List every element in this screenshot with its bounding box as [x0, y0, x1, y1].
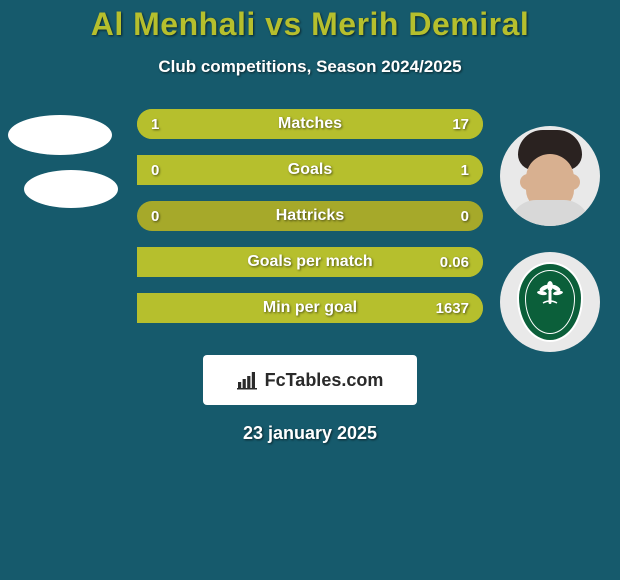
page-title: Al Menhali vs Merih Demiral: [0, 0, 620, 43]
stat-row: 0 Goals 1: [137, 155, 483, 185]
stat-label: Hattricks: [276, 207, 344, 225]
stat-value-right: 1: [461, 162, 469, 179]
stat-label: Matches: [278, 115, 342, 133]
stat-value-right: 0: [461, 208, 469, 225]
comparison-infographic: Al Menhali vs Merih Demiral Club competi…: [0, 0, 620, 580]
stat-label: Goals per match: [247, 253, 372, 271]
stat-row: Min per goal 1637: [137, 293, 483, 323]
stat-value-right: 0.06: [440, 254, 469, 271]
bar-chart-icon: [237, 370, 259, 390]
source-logo: FcTables.com: [203, 355, 417, 405]
stat-value-right: 17: [452, 116, 469, 133]
date-label: 23 january 2025: [0, 423, 620, 444]
stat-row: 1 Matches 17: [137, 109, 483, 139]
stat-value-left: 1: [151, 116, 159, 133]
stats-area: 1 Matches 17 0 Goals 1 0 Hattricks 0 Goals per ma…: [0, 109, 620, 349]
stat-label: Goals: [288, 161, 332, 179]
page-subtitle: Club competitions, Season 2024/2025: [0, 57, 620, 77]
stat-row: Goals per match 0.06: [137, 247, 483, 277]
stat-value-right: 1637: [436, 300, 469, 317]
source-logo-text: FcTables.com: [265, 370, 384, 391]
stat-label: Min per goal: [263, 299, 357, 317]
stat-row: 0 Hattricks 0: [137, 201, 483, 231]
stat-value-left: 0: [151, 208, 159, 225]
stat-bars: 1 Matches 17 0 Goals 1 0 Hattricks 0 Goals per ma…: [137, 109, 483, 323]
stat-value-left: 0: [151, 162, 159, 179]
